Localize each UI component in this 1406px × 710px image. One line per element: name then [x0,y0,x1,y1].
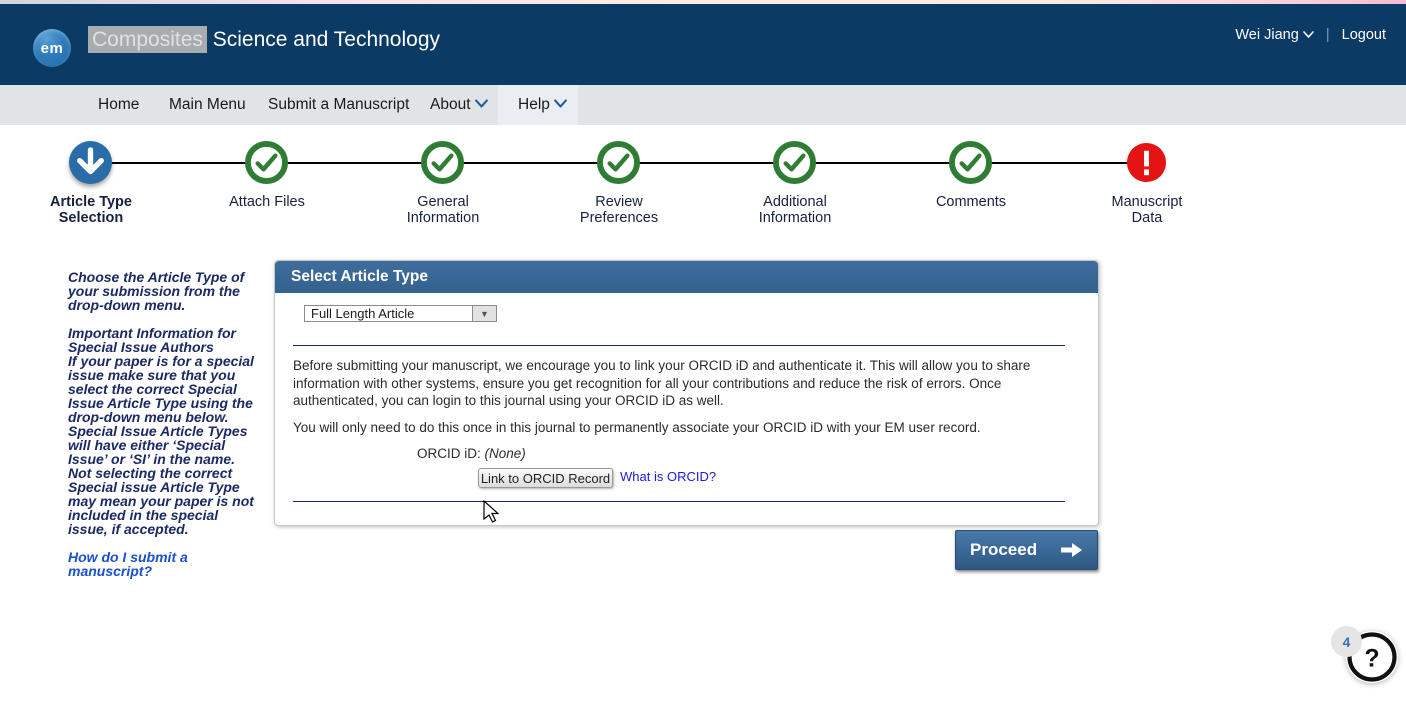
svg-text:?: ? [1364,645,1379,673]
